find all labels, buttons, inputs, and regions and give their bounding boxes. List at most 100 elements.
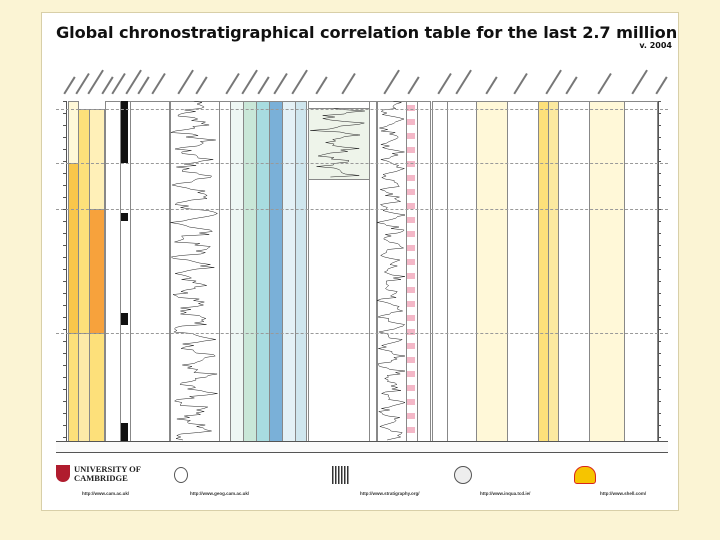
column-header-mark [455, 69, 472, 95]
age-tick [63, 269, 66, 270]
marker-column [369, 101, 377, 443]
age-tick [63, 365, 66, 366]
age-tick [63, 245, 66, 246]
inqua-url[interactable]: http://www.inqua.tcd.ie/ [480, 491, 531, 496]
age-tick [658, 269, 661, 270]
geography-logo-icon [174, 467, 188, 483]
age-tick [658, 125, 661, 126]
age-tick [63, 305, 66, 306]
regional-stage-6 [589, 101, 625, 443]
age-tick [63, 353, 66, 354]
age-tick [63, 209, 66, 210]
biozone-light [230, 101, 244, 443]
age-tick [63, 197, 66, 198]
age-tick [63, 317, 66, 318]
age-tick [658, 101, 661, 102]
isotope-curve [170, 101, 218, 441]
age-tick [658, 161, 661, 162]
palaeosol-band [407, 273, 415, 279]
palaeosol-band [407, 385, 415, 391]
age-tick [658, 425, 661, 426]
age-tick [658, 233, 661, 234]
age-tick [658, 389, 661, 390]
correlation-line [56, 109, 668, 110]
age-tick [63, 233, 66, 234]
palaeosol-band [407, 259, 415, 265]
age-tick [658, 305, 661, 306]
lake-column [417, 101, 431, 443]
nannozone-column [282, 101, 296, 443]
palaeosol-band [407, 245, 415, 251]
age-tick [658, 377, 661, 378]
shell-url[interactable]: http://www.shell.com/ [600, 491, 647, 496]
age-tick [63, 173, 66, 174]
age-tick [63, 221, 66, 222]
age-tick [658, 113, 661, 114]
column-header-mark [257, 76, 270, 95]
age-tick [63, 125, 66, 126]
column-header-mark [151, 72, 166, 95]
age-tick [63, 437, 66, 438]
palaeosol-band [407, 119, 415, 125]
column-header-mark [565, 76, 578, 95]
shell-logo-icon [574, 466, 596, 484]
age-tick [63, 161, 66, 162]
column-header-mark [111, 72, 126, 95]
loess-curve [377, 101, 405, 441]
polarity-segment [121, 423, 128, 441]
age-scale-right [658, 101, 669, 441]
biozone-aqua [256, 101, 270, 443]
polarity-segment [121, 163, 128, 213]
age-tick [63, 113, 66, 114]
palaeosol-band [407, 357, 415, 363]
age-tick [658, 173, 661, 174]
column-header-mark [87, 69, 104, 95]
page-title: Global chronostratigraphical correlation… [56, 23, 678, 42]
column-header-mark [195, 76, 208, 95]
chron-name-column [130, 101, 170, 443]
biozone-green [243, 101, 257, 443]
palaeosol-band [407, 315, 415, 321]
divisions-row [56, 441, 668, 453]
palaeosol-band [407, 189, 415, 195]
age-tick [658, 437, 661, 438]
column-header-mark [177, 69, 194, 95]
age-tick [658, 401, 661, 402]
column-header-mark [513, 72, 528, 95]
age-tick [63, 413, 66, 414]
palaeosol-band [407, 147, 415, 153]
commission-logo-icon [332, 466, 350, 484]
inqua-logo-icon [454, 466, 472, 484]
age-tick [658, 245, 661, 246]
correlation-line [56, 163, 668, 164]
biozone-blue [269, 101, 283, 443]
polarity-segment [121, 313, 128, 325]
column-header-mark [597, 72, 612, 95]
palaeosol-band [407, 175, 415, 181]
regional-stage-1 [432, 101, 448, 443]
regional-stage-3 [476, 101, 508, 443]
stratigraphy-url[interactable]: http://www.stratigraphy.org/ [360, 491, 420, 496]
palaeosol-band [407, 231, 415, 237]
chron-column [105, 101, 121, 443]
palaeosol-band [407, 133, 415, 139]
polarity-segment [121, 101, 128, 163]
age-tick [658, 209, 661, 210]
palaeosol-band [407, 399, 415, 405]
correlation-line [56, 209, 668, 210]
palaeosol-band [407, 413, 415, 419]
column-header-mark [545, 69, 562, 95]
age-tick [63, 377, 66, 378]
palaeosol-band [407, 203, 415, 209]
palaeosol-band [407, 287, 415, 293]
cambridge-url[interactable]: http://www.cam.ac.uk/ [82, 491, 130, 496]
polarity-segment [121, 213, 128, 221]
age-tick [658, 317, 661, 318]
palaeosol-band [407, 427, 415, 433]
age-tick [658, 257, 661, 258]
column-header-mark [315, 76, 328, 95]
palaeosol-band [407, 343, 415, 349]
polarity-segment [121, 221, 128, 313]
age-tick [63, 257, 66, 258]
geography-url[interactable]: http://www.geog.cam.ac.uk/ [190, 491, 250, 496]
